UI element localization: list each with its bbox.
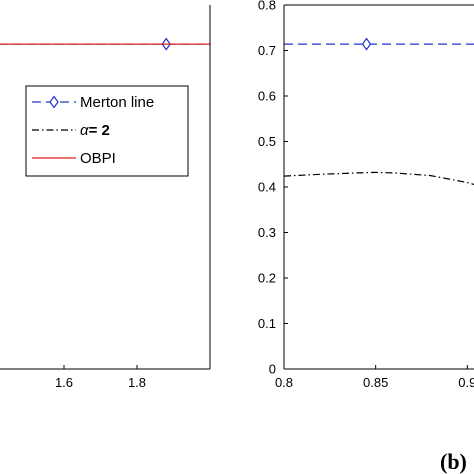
y-tick-label-b: 0.8 <box>258 0 276 13</box>
right-panel <box>283 37 474 186</box>
y-tick-label-b: 0.2 <box>258 271 276 286</box>
left-axes: 1.21.41.61.8 <box>0 5 211 390</box>
x-tick-label-b: 0.8 <box>275 375 293 390</box>
y-tick-label-b: 0.1 <box>258 316 276 331</box>
legend-label-obpi: OBPI <box>80 150 116 167</box>
legend-alpha-value: = 2 <box>89 122 110 139</box>
legend-label-alpha: α= 2 <box>80 122 110 139</box>
x-tick-label-b: 0.9 <box>458 375 474 390</box>
left-panel <box>0 37 210 51</box>
x-tick-label: 1.6 <box>55 375 73 390</box>
series-line-obpi <box>0 43 210 45</box>
y-tick-label-b: 0.4 <box>258 180 276 195</box>
y-tick-label-b: 0.5 <box>258 134 276 149</box>
legend-alpha-symbol: α <box>80 122 89 139</box>
right-axes: 0 0.1 0.2 0.3 0.4 0.5 0.6 0.7 0.8 0.8 0.85 0.9 <box>258 0 474 390</box>
x-tick-label-b: 0.85 <box>363 375 388 390</box>
series-line-alpha-b <box>283 171 474 186</box>
y-tick-label-b: 0.3 <box>258 225 276 240</box>
x-tick-label: 1.8 <box>128 375 146 390</box>
y-tick-label-b: 0.7 <box>258 43 276 58</box>
series-marker-merton-b-0 <box>361 37 372 51</box>
panel-label-b: (b) <box>440 449 467 474</box>
legend-marker-merton <box>49 95 59 109</box>
legend-label-merton: Merton line <box>80 94 154 111</box>
legend: Merton line α= 2 OBPI <box>25 85 189 177</box>
y-tick-label-b: 0 <box>269 362 276 377</box>
y-tick-label-b: 0.6 <box>258 89 276 104</box>
